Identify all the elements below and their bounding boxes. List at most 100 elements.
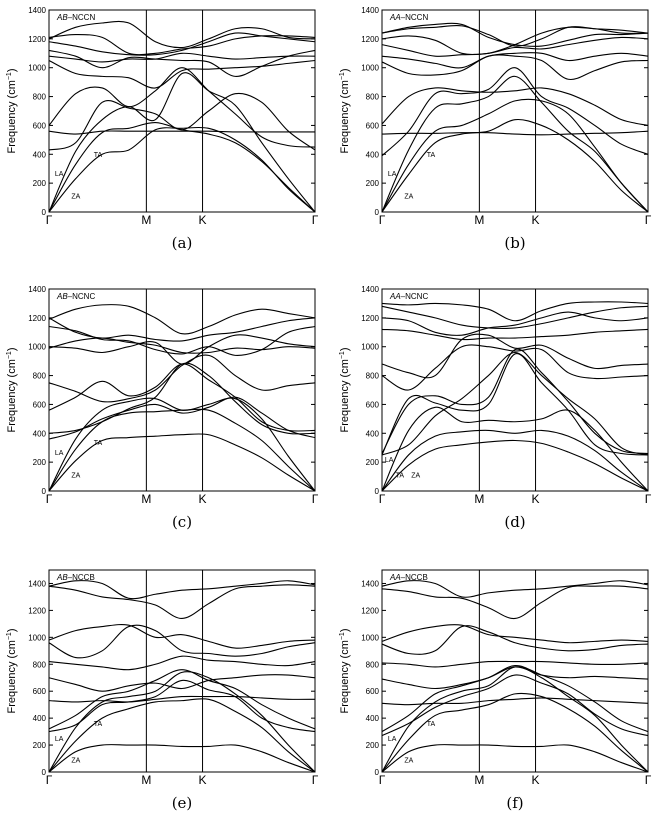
phonon-branch <box>381 624 649 644</box>
mode-label: TA <box>427 721 436 728</box>
phonon-branch <box>48 695 316 703</box>
panel-title: AA–NCNC <box>389 292 428 301</box>
phonon-branch <box>381 130 649 136</box>
x-tick-label: Γ <box>379 492 386 506</box>
x-tick-label: K <box>199 492 207 506</box>
phonon-branch <box>381 660 649 668</box>
phonon-branch <box>381 348 649 455</box>
y-tick-label: 400 <box>366 714 380 723</box>
mode-label: TA <box>396 472 405 479</box>
phonon-branch <box>48 362 316 435</box>
chart-panel: 0 200 400 600 800 1000 1200 1400 Γ M K Γ Frequency (… <box>6 569 319 812</box>
phonon-branch <box>381 666 649 690</box>
phonon-branch <box>48 674 316 692</box>
panel-caption: (c) <box>172 513 192 531</box>
y-tick-label: 0 <box>42 768 47 777</box>
mode-label: TA <box>94 152 103 159</box>
panel-title: AB–NCCB <box>56 573 95 582</box>
phonon-branch <box>48 584 316 620</box>
y-tick-label: 1400 <box>361 579 379 588</box>
mode-label: LA <box>388 736 397 743</box>
mode-label: LA <box>55 450 64 457</box>
y-tick-label: 200 <box>33 458 47 467</box>
y-tick-label: 1000 <box>28 343 46 352</box>
phonon-branch <box>48 317 316 342</box>
y-tick-label: 1400 <box>28 285 46 294</box>
y-axis-label: Frequency (cm−1) <box>6 68 18 153</box>
x-tick-label: K <box>532 492 540 506</box>
phonon-branch <box>48 59 316 89</box>
y-tick-label: 600 <box>366 400 380 409</box>
phonon-branch <box>381 406 649 492</box>
mode-label: LA <box>55 171 64 178</box>
x-tick-label: Γ <box>645 773 652 787</box>
y-tick-label: 200 <box>33 741 47 750</box>
y-tick-label: 1400 <box>361 6 379 15</box>
x-tick-label: K <box>199 213 207 227</box>
plot-frame <box>381 569 649 773</box>
x-tick-label: K <box>532 773 540 787</box>
x-tick-label: Γ <box>645 213 652 227</box>
mode-label: TA <box>94 440 103 447</box>
panel-title: AA–NCCN <box>389 13 428 22</box>
plot-frame <box>381 9 649 213</box>
y-tick-label: 200 <box>366 741 380 750</box>
y-tick-label: 800 <box>33 93 47 102</box>
y-tick-label: 1400 <box>28 579 46 588</box>
phonon-branch <box>48 303 316 335</box>
mode-label: ZA <box>404 758 413 765</box>
phonon-branch <box>381 429 649 492</box>
phonon-branch <box>48 49 316 77</box>
phonon-branch <box>48 130 315 135</box>
phonon-branch <box>48 354 316 403</box>
x-tick-label: Γ <box>379 213 386 227</box>
x-tick-label: M <box>141 213 151 227</box>
phonon-branch <box>381 54 649 81</box>
mode-label: LA <box>388 171 397 178</box>
chart-panel: 0 200 400 600 800 1000 1200 1400 Γ M K Γ Frequency (… <box>6 6 319 252</box>
phonon-branch <box>381 697 649 706</box>
x-tick-label: Γ <box>46 492 53 506</box>
phonon-branch <box>381 311 649 336</box>
phonon-branch <box>381 665 649 733</box>
mode-label: ZA <box>71 472 80 479</box>
y-tick-label: 0 <box>42 208 47 217</box>
mode-label: ZA <box>71 193 80 200</box>
y-tick-label: 400 <box>366 150 380 159</box>
x-tick-label: M <box>141 492 151 506</box>
phonon-branch <box>48 671 316 773</box>
plot-frame <box>48 569 316 773</box>
phonon-branch <box>381 52 649 69</box>
chart-panel: 0 200 400 600 800 1000 1200 1400 Γ M K Γ Frequency (… <box>339 285 652 531</box>
phonon-branch <box>381 585 649 620</box>
chart-panel: 0 200 400 600 800 1000 1200 1400 Γ M K Γ Frequency (… <box>339 6 652 252</box>
phonon-branch <box>381 580 649 598</box>
y-tick-label: 1200 <box>361 606 379 615</box>
y-tick-label: 200 <box>366 179 380 188</box>
chart-panel: 0 200 400 600 800 1000 1200 1400 Γ M K Γ Frequency (… <box>339 569 652 812</box>
y-tick-label: 1000 <box>28 64 46 73</box>
x-tick-label: M <box>474 773 484 787</box>
y-tick-label: 1200 <box>28 314 46 323</box>
y-tick-label: 400 <box>33 429 47 438</box>
mode-label: LA <box>55 736 64 743</box>
mode-label: TA <box>427 152 436 159</box>
y-tick-label: 0 <box>375 208 380 217</box>
y-tick-label: 1200 <box>28 35 46 44</box>
phonon-branch <box>48 669 316 730</box>
phonon-branch <box>381 625 649 655</box>
phonon-branch <box>381 305 649 329</box>
phonon-branch <box>48 624 316 659</box>
x-tick-label: Γ <box>645 492 652 506</box>
panel-caption: (d) <box>504 513 525 531</box>
phonon-branch <box>48 72 316 213</box>
y-tick-label: 1200 <box>361 35 379 44</box>
phonon-branch <box>381 351 649 456</box>
mode-label: LA <box>385 457 394 464</box>
x-tick-label: Γ <box>46 773 53 787</box>
phonon-branch <box>48 33 316 56</box>
phonon-branch <box>48 655 316 671</box>
y-tick-label: 400 <box>366 429 380 438</box>
x-tick-label: K <box>199 773 207 787</box>
phonon-branch <box>48 32 316 56</box>
